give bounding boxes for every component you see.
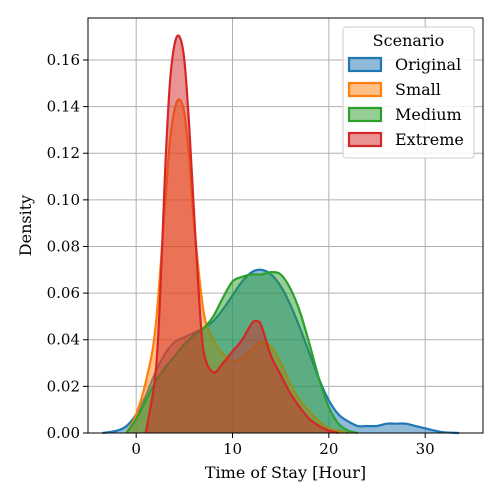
legend: Scenario Original Small Medium Extreme [343,27,474,158]
legend-label-extreme: Extreme [395,130,464,149]
legend-swatch-small [349,83,381,96]
legend-label-original: Original [395,55,461,74]
x-tick-label: 0 [131,440,141,458]
y-axis-label: Density [16,195,35,256]
x-axis-label: Time of Stay [Hour] [205,463,366,482]
y-tick-label: 0.04 [47,331,80,349]
y-tick-label: 0.16 [47,51,80,69]
legend-swatch-medium [349,108,381,121]
y-tick-label: 0.00 [47,424,80,442]
legend-label-small: Small [395,80,441,99]
legend-swatch-extreme [349,133,381,146]
x-tick-label: 20 [319,440,338,458]
y-tick-label: 0.12 [47,144,80,162]
y-tick-label: 0.10 [47,191,80,209]
legend-title: Scenario [373,31,445,50]
y-tick-label: 0.14 [47,98,80,116]
legend-label-medium: Medium [395,105,462,124]
x-tick-label: 30 [416,440,435,458]
y-tick-label: 0.06 [47,284,80,302]
legend-swatch-original [349,58,381,71]
y-tick-label: 0.08 [47,237,80,255]
y-tick-label: 0.02 [47,377,80,395]
x-tick-label: 10 [223,440,242,458]
